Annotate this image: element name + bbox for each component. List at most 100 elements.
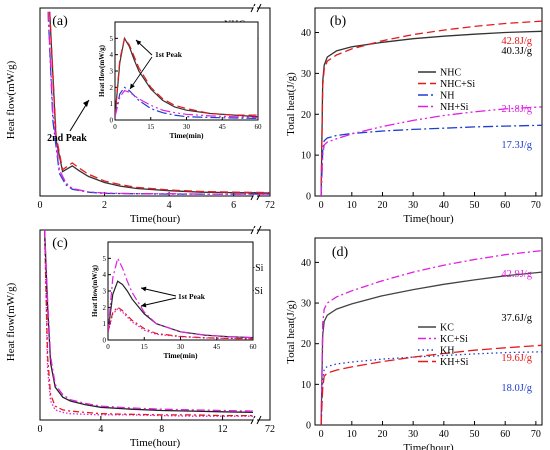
inset-series-line-nh xyxy=(115,86,258,119)
y-tick-label: 30 xyxy=(301,299,311,310)
inset-y-axis-label: Heat flow(mW/g) xyxy=(98,44,106,97)
series-line-nhc-plus-si xyxy=(320,20,542,196)
panel-label: (b) xyxy=(330,14,347,29)
legend-label: NHC+Si xyxy=(440,79,475,90)
series-line-kc-plus-si xyxy=(320,249,542,425)
x-tick-label: 0 xyxy=(319,429,324,440)
plot-frame xyxy=(39,7,271,197)
end-value-label: 42.9J/g xyxy=(501,269,532,280)
inset-series-line-kh-plus-si xyxy=(108,306,253,340)
panel-a: 024672NHCNHC+SiNHNH+Si(a)Time(hour)Heat … xyxy=(5,3,275,225)
axis-break-gap xyxy=(253,418,257,422)
inset-series-line-nhc-plus-si xyxy=(115,36,258,117)
y-tick-label: 20 xyxy=(301,339,311,350)
x-axis-label: Time(hour) xyxy=(403,213,454,225)
x-tick-label: 8 xyxy=(159,424,164,435)
inset-series-group xyxy=(108,256,253,340)
y-tick-label: 0 xyxy=(306,192,311,203)
x-tick-label: 60 xyxy=(500,429,510,440)
panel-b: 0 10 20 30 40 50 60 70 0 10 20 30 40 40.3J/g42.8J/g 17… xyxy=(285,7,543,225)
legend-label: NHC xyxy=(440,68,461,79)
legend-label: KH+Si xyxy=(440,357,469,368)
annotation-text: 2nd Peak xyxy=(47,133,87,144)
end-value-label: 37.6J/g xyxy=(501,313,532,324)
inset-y-axis-label: Heat flow(mW/g) xyxy=(91,264,99,317)
series-group xyxy=(320,20,542,196)
inset-x-tick-label: 0 xyxy=(113,123,117,131)
x-tick-label: 60 xyxy=(500,200,510,211)
inset-x-tick-label: 60 xyxy=(250,343,258,351)
x-tick-label: 50 xyxy=(470,429,480,440)
inset-y-tick-label: 5 xyxy=(110,35,114,43)
panel-c: 0481272KHKH+SiKCKC+Si(c)Time(hour)Heat f… xyxy=(5,225,275,449)
axis-break-bottom xyxy=(250,415,256,425)
series-line-kc xyxy=(320,271,542,425)
y-tick-label: 30 xyxy=(301,69,311,80)
inset-series-group xyxy=(115,36,258,119)
panel-d: 0 10 20 30 40 50 60 70 0 10 20 30 40 37.6J/g 42.9J/g 18… xyxy=(285,237,543,450)
inset-x-tick-label: 30 xyxy=(183,123,191,131)
x-tick-label: 10 xyxy=(347,200,357,211)
series-line-nh xyxy=(320,124,542,196)
plot-frame xyxy=(314,7,543,197)
y-tick-label: 10 xyxy=(301,151,311,162)
x-tick-label: 72 xyxy=(265,200,275,211)
inset-y-tick-label: 2 xyxy=(103,304,107,312)
inset-annotation-arrow xyxy=(140,297,177,307)
end-value-label: 40.3J/g xyxy=(501,46,532,57)
x-tick-label: 10 xyxy=(347,429,357,440)
inset-y-tick-label: 3 xyxy=(103,288,107,296)
inset-annotation-text: 1st Peak xyxy=(155,50,183,59)
x-tick-label: 4 xyxy=(167,200,172,211)
y-tick-label: 10 xyxy=(301,380,311,391)
series-line-kc xyxy=(43,230,254,414)
x-axis-label: Time(hour) xyxy=(130,213,181,225)
inset-series-line-kc-plus-si xyxy=(108,256,253,339)
x-tick-label: 40 xyxy=(439,429,449,440)
inset-y-tick-label: 1 xyxy=(103,320,107,328)
inset-annotation-text: 1st Peak xyxy=(178,292,206,301)
x-tick-label: 40 xyxy=(439,200,449,211)
x-tick-label: 20 xyxy=(377,200,387,211)
annotation-arrowhead xyxy=(83,100,89,107)
inset-series-line-kc xyxy=(108,280,253,339)
panel-label: (c) xyxy=(52,236,68,251)
inset-y-tick-label: 4 xyxy=(110,51,114,59)
x-tick-label: 2 xyxy=(102,200,107,211)
y-tick-label: 40 xyxy=(301,258,311,269)
x-tick-label: 0 xyxy=(38,424,43,435)
axis-break-gap xyxy=(253,194,257,198)
x-axis-label: Time(hour) xyxy=(403,442,454,450)
legend-label: NH xyxy=(440,91,454,102)
x-tick-label: 70 xyxy=(531,429,541,440)
inset-y-tick-label: 1 xyxy=(110,100,114,108)
inset-x-tick-label: 45 xyxy=(213,343,221,351)
series-line-nh-plus-si xyxy=(320,106,542,196)
series-line-kh-plus-si xyxy=(320,344,542,425)
inset-x-axis-label: Time(min) xyxy=(169,131,204,140)
x-tick-label: 50 xyxy=(470,200,480,211)
axis-break-top xyxy=(250,225,256,235)
inset-x-tick-label: 15 xyxy=(147,123,155,131)
axis-break-gap xyxy=(253,228,257,232)
x-tick-label: 30 xyxy=(408,200,418,211)
axis-break-top xyxy=(256,3,262,13)
y-axis-label: Heat flow(mW/g) xyxy=(5,60,17,139)
inset-y-tick-label: 5 xyxy=(103,255,107,263)
inset-annotation-arrow xyxy=(129,56,153,90)
axis-break-gap xyxy=(253,6,257,10)
inset-y-tick-label: 3 xyxy=(110,68,114,76)
inset-x-tick-label: 60 xyxy=(255,123,263,131)
end-value-label: 17.3J/g xyxy=(501,140,532,151)
y-axis-label: Total heat(J/g) xyxy=(285,72,297,136)
inset-annotation-arrow xyxy=(140,287,177,297)
inset-frame xyxy=(114,21,259,121)
inset-y-tick-label: 4 xyxy=(103,271,107,279)
panel-label: (a) xyxy=(52,14,68,29)
inset-annotation-arrowhead xyxy=(141,302,147,308)
series-line-kh xyxy=(43,230,253,417)
inset-y-tick-label: 0 xyxy=(103,337,107,345)
x-tick-label: 4 xyxy=(98,424,103,435)
